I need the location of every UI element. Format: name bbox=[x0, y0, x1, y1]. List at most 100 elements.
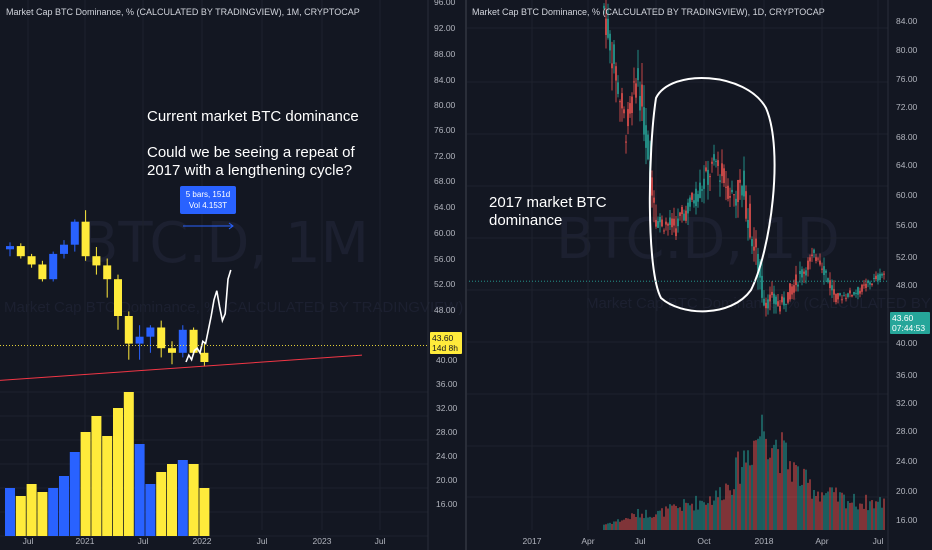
candle-body bbox=[875, 275, 877, 280]
candle-body bbox=[691, 192, 693, 200]
volume-bar bbox=[795, 465, 797, 530]
candle-body bbox=[783, 297, 785, 306]
candle-body bbox=[877, 274, 879, 281]
candle-body bbox=[713, 154, 715, 161]
candle-body bbox=[829, 280, 831, 289]
candle-body bbox=[825, 270, 827, 273]
candle-body bbox=[629, 103, 631, 114]
right-annotation[interactable]: 2017 market BTC dominance bbox=[489, 194, 607, 229]
candle-body bbox=[735, 198, 737, 206]
volume-bar bbox=[679, 507, 681, 530]
volume-bar bbox=[69, 452, 80, 536]
panel-divider[interactable] bbox=[465, 0, 467, 550]
volume-bar bbox=[145, 484, 156, 536]
left-chart-canvas[interactable]: BTC.D, 1M Market Cap BTC Dominance, % (C… bbox=[0, 0, 466, 550]
volume-bar bbox=[697, 509, 699, 530]
candle-body bbox=[687, 202, 689, 214]
x-tick-label: Jul bbox=[873, 536, 884, 546]
volume-bar bbox=[771, 448, 773, 530]
volume-bar bbox=[615, 521, 617, 530]
volume-bar bbox=[37, 492, 48, 536]
candle-body bbox=[675, 228, 677, 237]
volume-bar bbox=[811, 498, 813, 530]
right-chart-panel[interactable]: BTC.D, 1D Market Cap BTC Dominance, % (C… bbox=[466, 0, 932, 550]
volume-bar bbox=[721, 500, 723, 530]
candle-body bbox=[703, 178, 705, 189]
volume-bar bbox=[749, 465, 751, 530]
candle-body bbox=[709, 176, 711, 178]
volume-bar bbox=[779, 473, 781, 530]
candle-body bbox=[633, 81, 635, 83]
volume-bar bbox=[857, 509, 859, 530]
candle-body bbox=[795, 274, 797, 286]
volume-bar bbox=[649, 516, 651, 530]
volume-bar bbox=[879, 497, 881, 530]
y-tick-label: 84.00 bbox=[896, 16, 918, 26]
candle-body bbox=[763, 298, 765, 306]
volume-bar bbox=[841, 492, 843, 530]
left-countdown: 14d 8h bbox=[432, 343, 458, 353]
volume-bar bbox=[102, 436, 113, 536]
candle-body bbox=[789, 283, 791, 300]
candle-body bbox=[657, 221, 659, 228]
volume-bar bbox=[781, 432, 783, 530]
volume-bar bbox=[877, 501, 879, 530]
volume-bar bbox=[785, 442, 787, 530]
candle-body bbox=[757, 253, 759, 275]
right-chart-canvas[interactable]: BTC.D, 1D Market Cap BTC Dominance, % (C… bbox=[466, 0, 932, 550]
candle-body bbox=[835, 293, 837, 303]
volume-bar bbox=[807, 482, 809, 530]
candle-body bbox=[749, 203, 751, 238]
candle-body bbox=[651, 177, 653, 196]
candle-body bbox=[799, 270, 801, 275]
volume-bar bbox=[747, 450, 749, 530]
volume-bar bbox=[793, 462, 795, 530]
candle-body bbox=[653, 197, 655, 203]
candle-body bbox=[124, 316, 133, 344]
x-tick-label: 2018 bbox=[755, 536, 774, 546]
candle-body bbox=[871, 283, 873, 285]
volume-bar bbox=[805, 469, 807, 530]
candle-body bbox=[841, 299, 843, 301]
candle-body bbox=[879, 273, 881, 280]
candle-body bbox=[627, 109, 629, 127]
volume-bar bbox=[813, 490, 815, 530]
candle-body bbox=[717, 160, 719, 166]
left-annotation[interactable]: Current market BTC dominance Could we be… bbox=[147, 108, 359, 179]
volume-bar bbox=[701, 500, 703, 530]
candle-body bbox=[643, 107, 645, 135]
volume-bar bbox=[156, 472, 167, 536]
volume-bar bbox=[177, 460, 188, 536]
candle-body bbox=[831, 285, 833, 291]
volume-bar bbox=[835, 487, 837, 530]
volume-bar bbox=[719, 487, 721, 530]
candle-body bbox=[807, 260, 809, 270]
candle-body bbox=[827, 278, 829, 283]
volume-bar bbox=[80, 432, 91, 536]
candle-body bbox=[49, 253, 58, 280]
candle-body bbox=[883, 273, 885, 275]
candle-body bbox=[673, 218, 675, 226]
candle-body bbox=[773, 293, 775, 304]
volume-bar bbox=[775, 439, 777, 530]
candle-body bbox=[855, 292, 857, 294]
volume-bar bbox=[611, 523, 613, 530]
candle-body bbox=[849, 290, 851, 294]
volume-bar bbox=[853, 493, 855, 530]
candle-body bbox=[847, 293, 849, 297]
volume-bar bbox=[823, 495, 825, 530]
candle-body bbox=[677, 218, 679, 227]
volume-bar bbox=[819, 501, 821, 530]
candle-body bbox=[705, 167, 707, 172]
candle-body bbox=[785, 303, 787, 305]
candle-body bbox=[769, 294, 771, 302]
candle-body bbox=[823, 266, 825, 276]
candle-body bbox=[787, 292, 789, 303]
candle-body bbox=[16, 246, 25, 257]
candle-body bbox=[701, 189, 703, 191]
candle-body bbox=[637, 68, 639, 81]
candle-body bbox=[743, 170, 745, 197]
volume-bar bbox=[651, 517, 653, 530]
left-chart-panel[interactable]: BTC.D, 1M Market Cap BTC Dominance, % (C… bbox=[0, 0, 466, 550]
y-tick-label: 36.00 bbox=[436, 379, 458, 389]
